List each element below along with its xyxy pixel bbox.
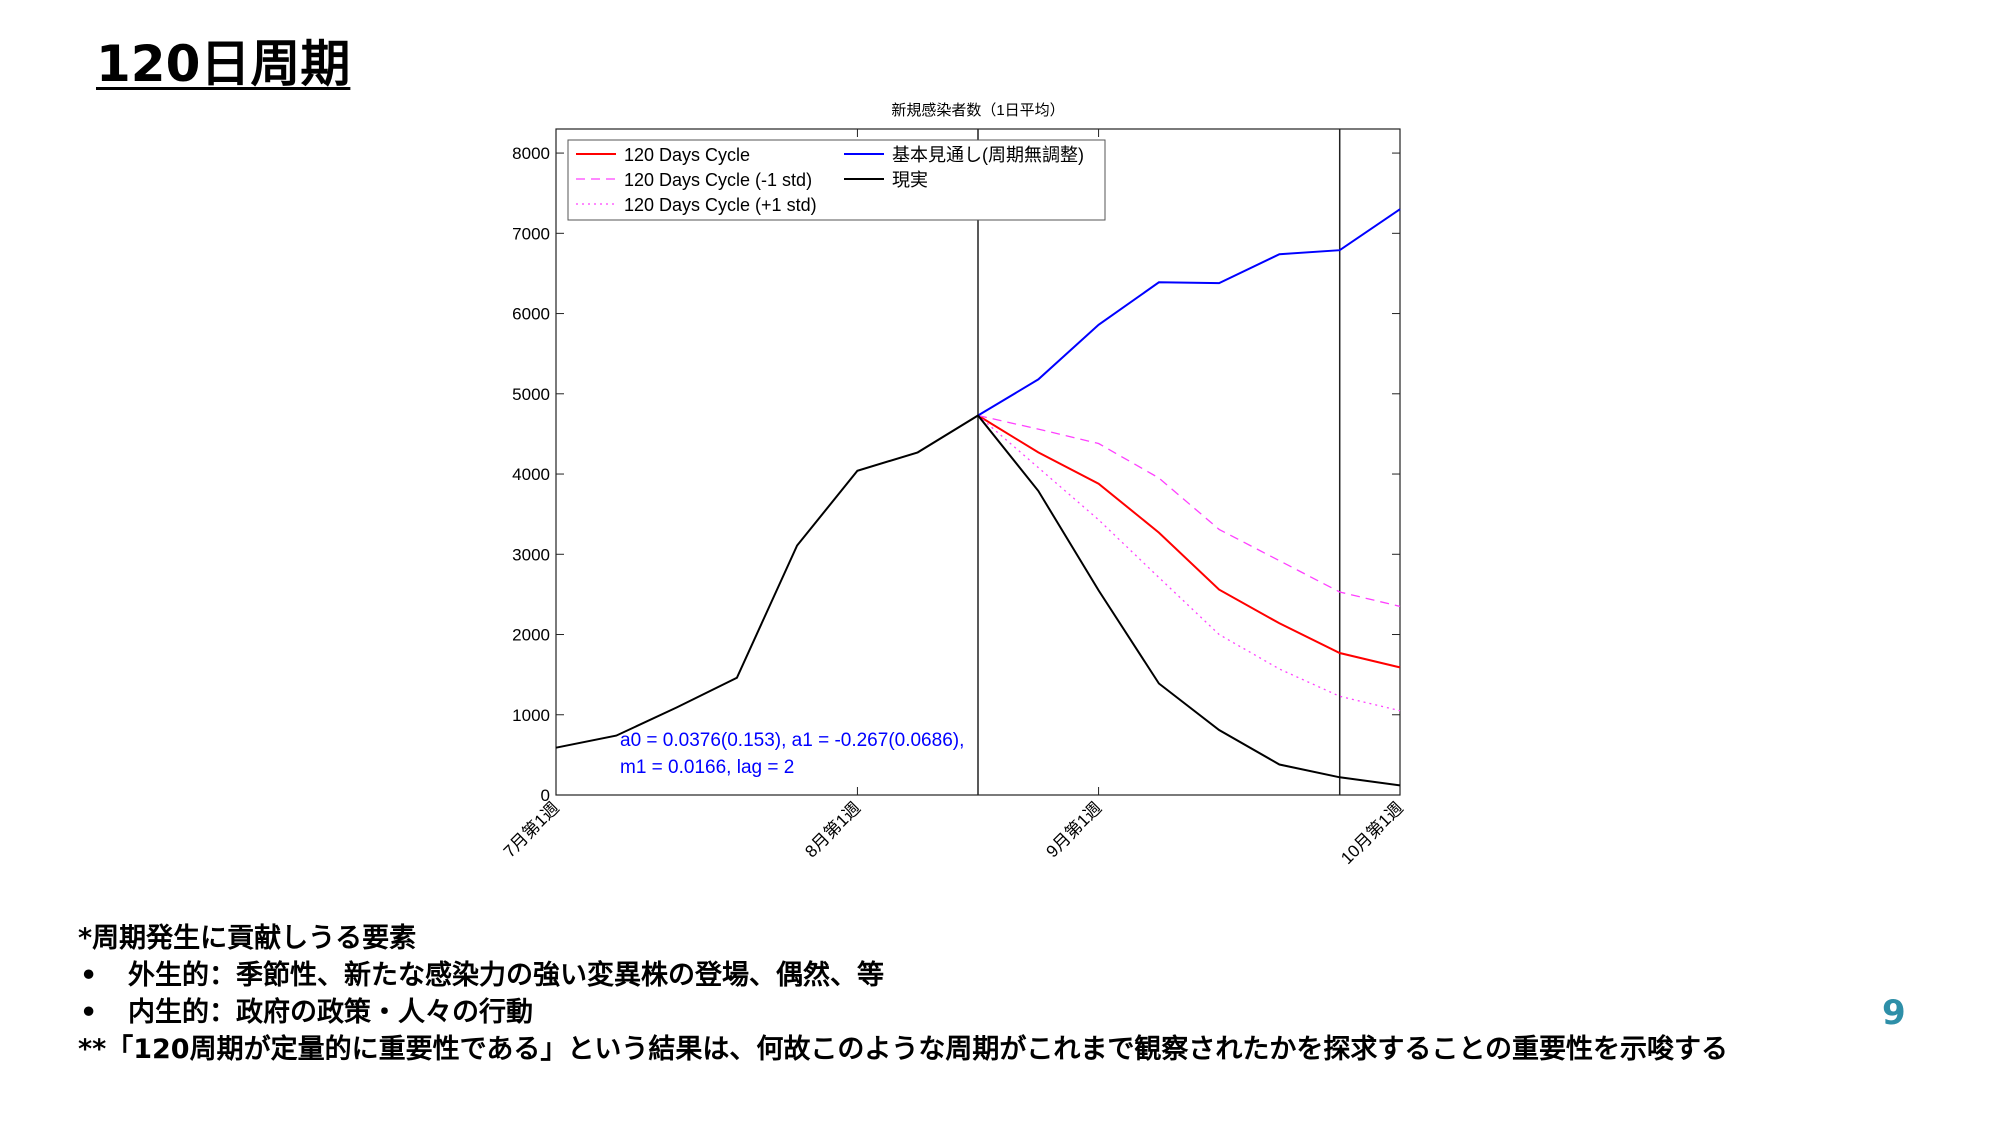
y-tick-label: 6000	[512, 305, 550, 324]
notes-block: *周期発生に貢献しうる要素 • 外生的：季節性、新たな感染力の強い変異株の登場、偶…	[78, 920, 1728, 1068]
series-line-4	[555, 414, 1401, 787]
y-tick-label: 3000	[512, 545, 550, 564]
series-line-3	[977, 208, 1401, 417]
notes-bullet-endogenous: • 内生的：政府の政策・人々の行動	[78, 994, 1728, 1031]
annotation-text: m1 = 0.0166, lag = 2	[620, 757, 794, 778]
y-tick-label: 1000	[512, 706, 550, 725]
slide-title: 120日周期	[96, 35, 351, 93]
y-tick-label: 0	[541, 786, 550, 805]
series-line-1	[977, 414, 1401, 608]
annotation-text: a0 = 0.0376(0.153), a1 = -0.267(0.0686),	[620, 730, 964, 751]
bullet-symbol: •	[80, 997, 98, 1028]
legend-label: 120 Days Cycle (-1 std)	[624, 170, 812, 190]
bullet-text: 外生的：季節性、新たな感染力の強い変異株の登場、偶然、等	[128, 960, 884, 991]
y-tick-label: 8000	[512, 144, 550, 163]
chart-title: 新規感染者数（1日平均）	[891, 102, 1064, 119]
legend-box	[567, 139, 1106, 221]
legend-label: 120 Days Cycle (+1 std)	[624, 195, 817, 215]
y-tick-label: 5000	[512, 385, 550, 404]
bullet-symbol: •	[80, 960, 98, 991]
notes-bullet-exogenous: • 外生的：季節性、新たな感染力の強い変異株の登場、偶然、等	[78, 957, 1728, 994]
x-tick-label: 9月第1週	[1043, 798, 1106, 861]
legend-label: 120 Days Cycle	[624, 145, 750, 165]
y-tick-label: 7000	[512, 224, 550, 243]
notes-footnote: **「120周期が定量的に重要性である」という結果は、何故このような周期がこれま…	[78, 1034, 1729, 1065]
y-tick-label: 2000	[512, 626, 550, 645]
x-tick-label: 7月第1週	[500, 798, 563, 861]
page-number: 9	[1882, 993, 1906, 1033]
series-line-0	[977, 414, 1401, 669]
series-line-2	[977, 415, 1401, 712]
legend-label: 基本見通し(周期無調整)	[892, 145, 1084, 165]
bullet-text: 内生的：政府の政策・人々の行動	[128, 997, 533, 1028]
legend-label: 現実	[892, 170, 928, 190]
x-tick-label: 10月第1週	[1337, 798, 1407, 868]
y-tick-label: 4000	[512, 465, 550, 484]
x-tick-label: 8月第1週	[801, 798, 864, 861]
line-chart: 新規感染者数（1日平均） 0 1000 2000 3000 4000 5000 6000 700…	[500, 102, 1407, 868]
notes-heading: *周期発生に貢献しうる要素	[78, 923, 417, 954]
